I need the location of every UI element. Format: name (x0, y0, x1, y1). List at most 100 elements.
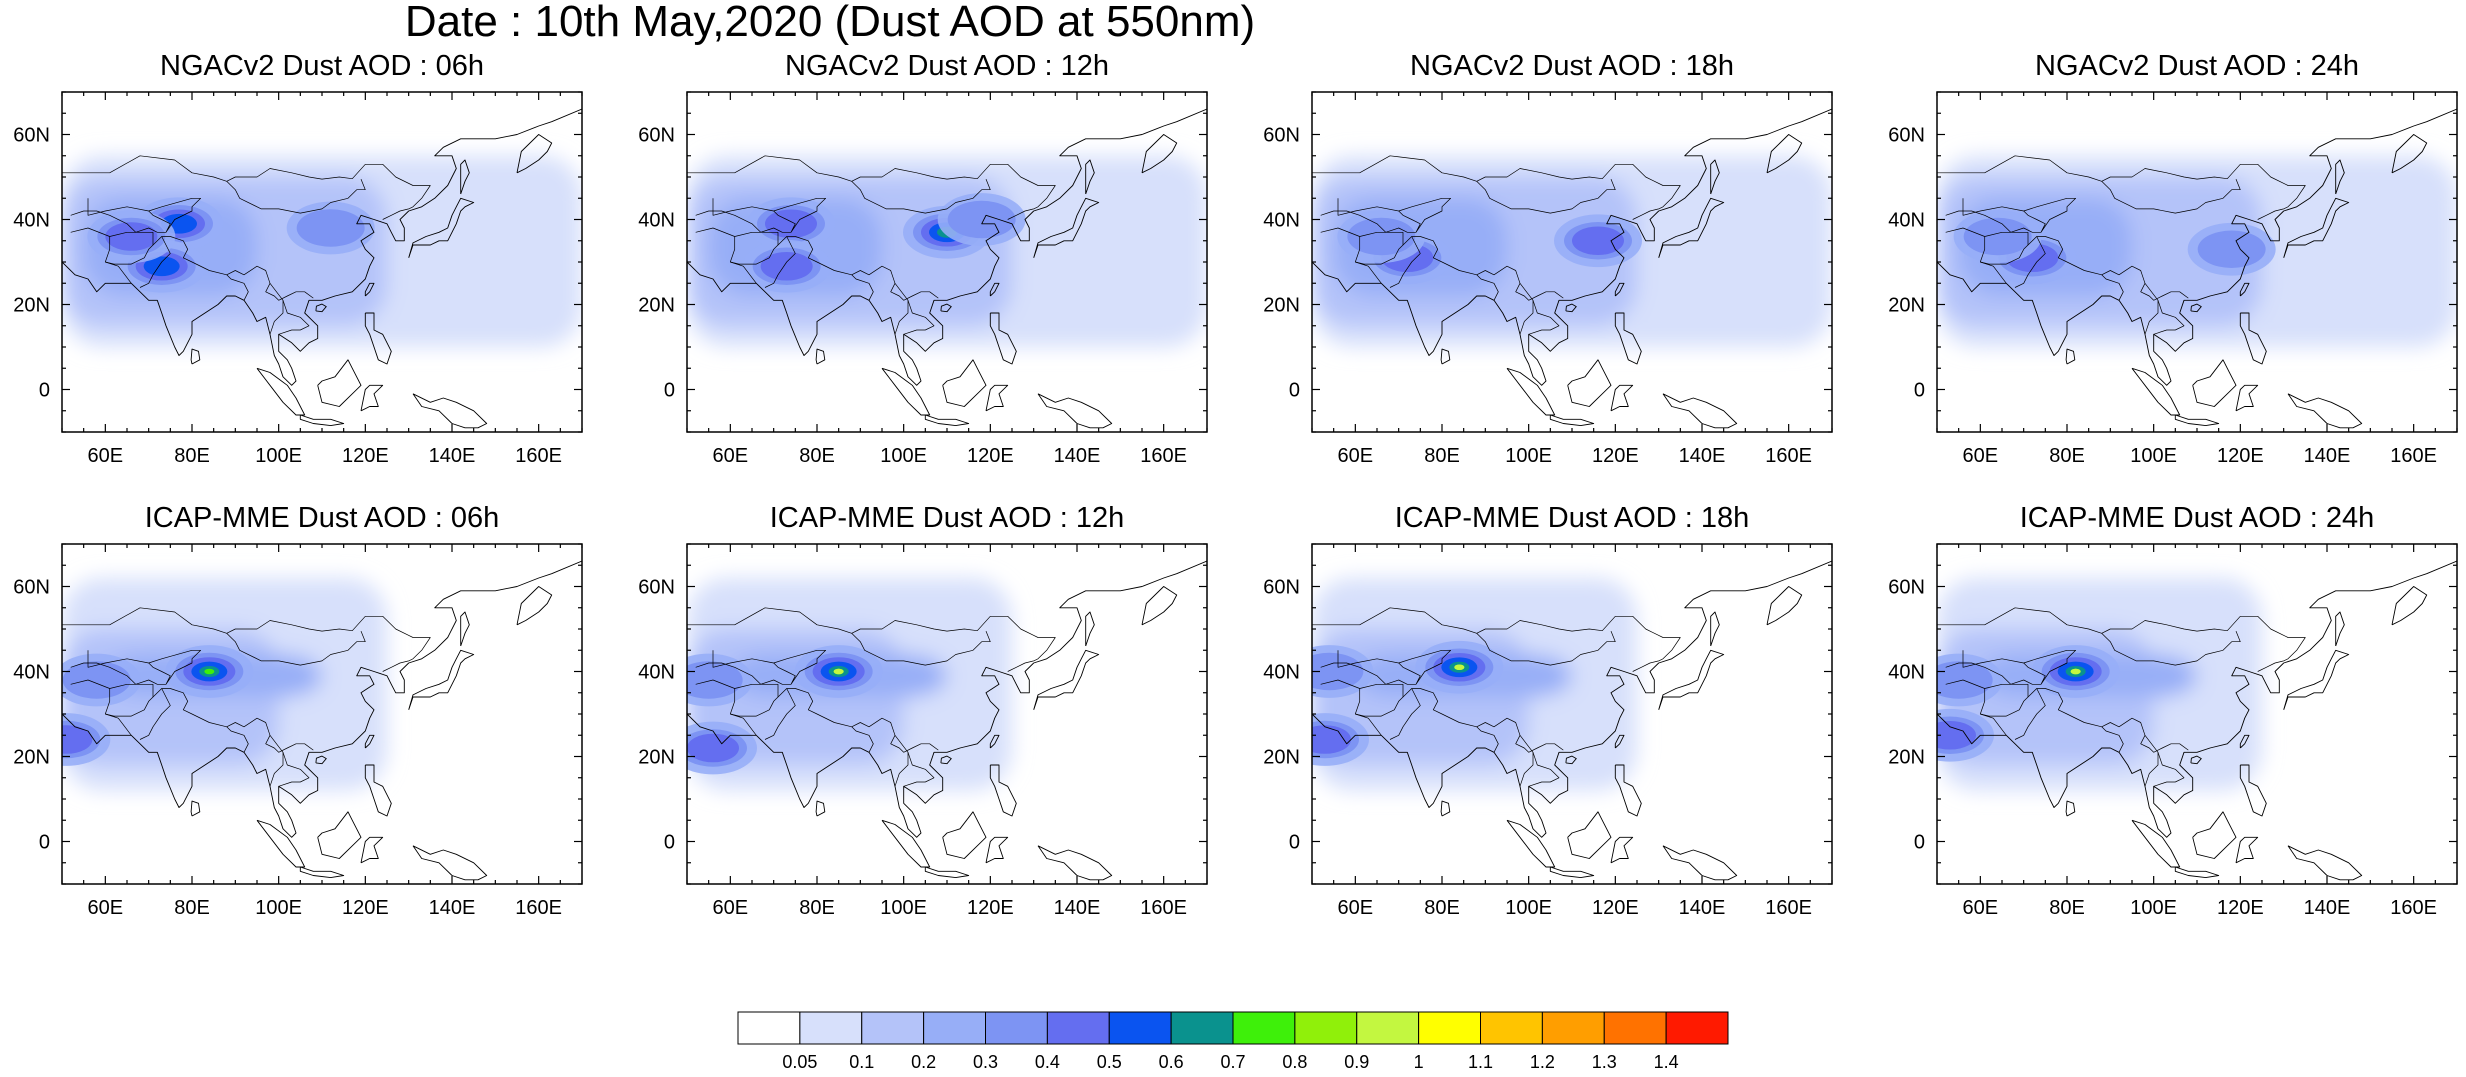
panel-title: ICAP-MME Dust AOD : 12h (769, 502, 1125, 534)
hotspot (165, 645, 254, 698)
lon-tick-label: 60E (88, 445, 124, 467)
country-border (2257, 208, 2284, 220)
coastline (1766, 586, 1803, 626)
country-border (1945, 197, 2077, 233)
axis-ticks (1311, 91, 1833, 433)
aod-field (1312, 92, 1832, 432)
country-border (226, 726, 249, 753)
colorbar-label: 0.2 (911, 1052, 936, 1072)
country-border (1337, 198, 1399, 216)
colorbar-swatch (1541, 1011, 1605, 1045)
axis-ticks (686, 91, 1208, 433)
lat-tick-label: 40N (1263, 210, 1300, 232)
coastline (2065, 800, 2076, 817)
coastline (687, 560, 1207, 838)
country-border (1355, 231, 1404, 265)
coastline (408, 197, 475, 258)
country-border (1320, 649, 1452, 685)
country-border (70, 197, 202, 233)
hotspot (286, 201, 375, 255)
hotspot-ring (62, 725, 93, 754)
country-border (1320, 197, 1452, 233)
coastline (881, 819, 931, 868)
aod-field (687, 92, 1207, 432)
panel-title: NGACv2 Dust AOD : 24h (2035, 50, 2359, 82)
coastline (942, 359, 987, 407)
coastline (989, 764, 1017, 817)
lat-tick-label: 60N (638, 577, 675, 599)
aod-field (687, 544, 1207, 884)
country-border (1312, 607, 1681, 662)
coastline (317, 359, 362, 407)
aod-field (1937, 92, 2457, 432)
lon-tick-label: 60E (1963, 445, 1999, 467)
panel-title: NGACv2 Dust AOD : 12h (785, 50, 1109, 82)
lon-tick-label: 100E (880, 445, 927, 467)
coastline (1085, 159, 1095, 195)
hotspot (62, 653, 141, 707)
coastline (62, 108, 582, 386)
coastline (1710, 159, 1720, 195)
country-border (2101, 726, 2124, 753)
lon-tick-label: 120E (2217, 897, 2264, 919)
country-border (687, 607, 1056, 662)
lon-tick-label: 60E (88, 897, 124, 919)
hotspot-ring (296, 209, 365, 247)
colorbar-label: 0.1 (849, 1052, 874, 1072)
coastline (1937, 560, 2457, 838)
country-border (2153, 300, 2185, 335)
lon-tick-label: 120E (1592, 445, 1639, 467)
colorbar-swatch (1418, 1011, 1481, 1045)
lon-tick-label: 160E (1140, 897, 1187, 919)
country-border (278, 752, 310, 787)
hotspot-ring (1312, 652, 1364, 691)
lat-tick-label: 60N (1263, 125, 1300, 147)
coastline (2190, 303, 2202, 313)
country-border (777, 236, 939, 301)
lon-tick-label: 140E (2304, 897, 2351, 919)
country-border (851, 274, 874, 301)
lon-tick-label: 140E (429, 897, 476, 919)
country-border (152, 688, 314, 753)
coastline (2283, 197, 2350, 258)
lon-tick-label: 80E (2049, 897, 2085, 919)
lon-tick-label: 160E (2390, 897, 2437, 919)
country-border (903, 300, 935, 335)
coastlines (1937, 108, 2457, 429)
coastlines (62, 560, 582, 881)
country-border (1528, 300, 1560, 335)
colorbar-label: 1.3 (1592, 1052, 1617, 1072)
coastline (62, 560, 582, 838)
lon-tick-label: 160E (1765, 897, 1812, 919)
coastline (1549, 414, 1595, 427)
lon-tick-label: 80E (174, 445, 210, 467)
coastline (989, 312, 1017, 365)
country-border (87, 198, 149, 216)
coastline (408, 649, 475, 710)
hotspot (937, 193, 1026, 246)
coastline (1085, 611, 1095, 647)
hotspot (62, 713, 111, 766)
lon-tick-label: 80E (1424, 445, 1460, 467)
lon-tick-label: 120E (342, 897, 389, 919)
lon-tick-label: 60E (1963, 897, 1999, 919)
lon-tick-label: 140E (2304, 445, 2351, 467)
lon-tick-label: 60E (713, 445, 749, 467)
colorbar-swatch (1170, 1011, 1234, 1045)
map-panel-icap-mme-24h: ICAP-MME Dust AOD : 24h 60E 80E 100E 120E 140… (1888, 502, 2458, 919)
lat-tick-label: 40N (638, 662, 675, 684)
country-border (730, 683, 779, 717)
country-border (712, 198, 774, 216)
country-border (269, 735, 284, 787)
hotspot-ring (1572, 226, 1624, 256)
country-border (687, 155, 1056, 210)
lat-tick-label: 0 (1914, 832, 1925, 854)
coastlines (1312, 108, 1832, 429)
country-border (1007, 660, 1034, 672)
coastline (360, 836, 384, 864)
hotspot (747, 197, 835, 251)
map-plot: 60E 80E 100E 120E 140E 160E 0 20N 40N 60N (1263, 91, 1833, 467)
coastline (2239, 764, 2267, 817)
map-plot: 60E 80E 100E 120E 140E 160E 0 20N 40N 60N (13, 543, 583, 919)
aod-field (62, 92, 582, 432)
